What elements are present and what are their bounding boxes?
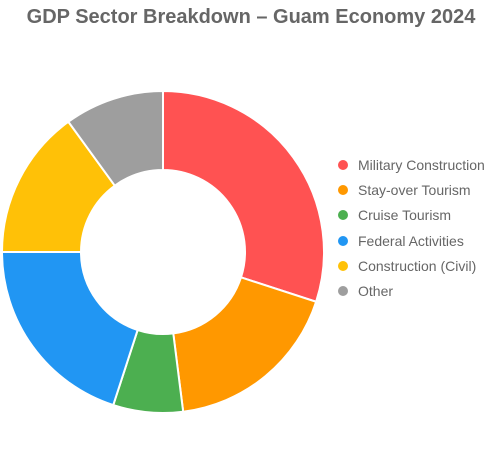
chart-title: GDP Sector Breakdown – Guam Economy 2024 <box>26 6 476 28</box>
legend-label: Cruise Tourism <box>358 207 452 224</box>
legend-item-other: Other <box>338 278 485 303</box>
legend-label: Other <box>358 283 394 300</box>
slice-stay-over-tourism <box>172 276 318 413</box>
legend-swatch <box>338 184 348 195</box>
legend-label: Stay-over Tourism <box>358 181 471 198</box>
legend-swatch <box>338 286 348 297</box>
legend-item-construction-civil: Construction (Civil) <box>338 253 485 278</box>
chart-legend: Military Construction Stay-over Tourism Cr… <box>338 152 485 304</box>
legend-swatch <box>338 260 348 271</box>
legend-item-federal-activities: Federal Activities <box>338 228 485 253</box>
slice-military-construction <box>162 89 325 304</box>
legend-swatch <box>338 159 348 170</box>
legend-label: Federal Activities <box>358 232 464 249</box>
legend-item-military-construction: Military Construction <box>338 152 485 177</box>
slice-other <box>66 89 164 188</box>
slice-federal-activities <box>0 251 139 407</box>
legend-swatch <box>338 210 348 221</box>
legend-item-stay-over-tourism: Stay-over Tourism <box>338 177 485 202</box>
legend-label: Military Construction <box>358 156 485 173</box>
legend-label: Construction (Civil) <box>358 257 477 274</box>
legend-item-cruise-tourism: Cruise Tourism <box>338 203 485 228</box>
legend-swatch <box>338 235 348 246</box>
